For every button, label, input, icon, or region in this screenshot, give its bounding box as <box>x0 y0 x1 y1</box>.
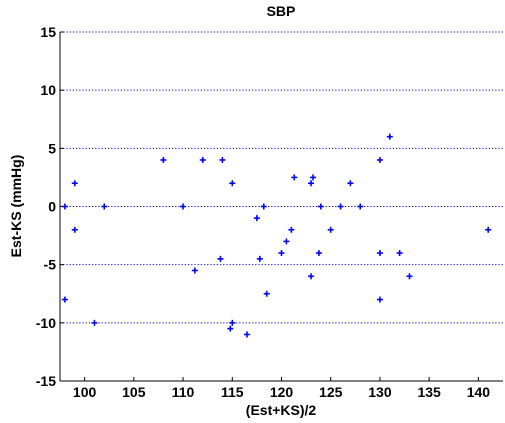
data-point <box>61 203 68 210</box>
x-tick-label: 120 <box>270 384 294 400</box>
x-tick-label: 125 <box>319 384 343 400</box>
data-point <box>291 174 298 181</box>
data-point <box>180 203 187 210</box>
data-point <box>219 156 226 163</box>
data-point <box>406 273 413 280</box>
data-point <box>308 273 315 280</box>
data-point <box>376 156 383 163</box>
data-point <box>396 250 403 257</box>
y-tick-label: 5 <box>48 140 56 156</box>
x-tick-label: 115 <box>221 384 244 400</box>
y-tick-label: -10 <box>36 315 56 331</box>
data-point <box>227 325 234 332</box>
data-point <box>263 290 270 297</box>
data-point <box>191 267 198 274</box>
data-point <box>278 250 285 257</box>
data-point <box>283 238 290 245</box>
data-point <box>217 255 224 262</box>
axes: -15 -10 -5 0 5 10 15 100 105 110 115 120 125 130 135 14… <box>36 24 503 400</box>
data-point <box>485 226 492 233</box>
data-point <box>308 180 315 187</box>
data-point <box>229 180 236 187</box>
data-point <box>310 174 317 181</box>
data-point <box>101 203 108 210</box>
data-point <box>317 203 324 210</box>
data-point <box>256 255 263 262</box>
y-tick-label: 10 <box>40 82 56 98</box>
x-tick-label: 135 <box>417 384 441 400</box>
y-axis-label: Est-KS (mmHg) <box>8 155 24 258</box>
x-tick-label: 105 <box>122 384 146 400</box>
data-point <box>71 180 78 187</box>
data-point <box>386 133 393 140</box>
data-point <box>337 203 344 210</box>
data-point <box>357 203 364 210</box>
y-tick-label: -15 <box>36 373 56 389</box>
x-axis-label: (Est+KS)/2 <box>246 402 317 418</box>
data-point <box>199 156 206 163</box>
chart-title: SBP <box>267 3 296 19</box>
data-point <box>260 203 267 210</box>
y-tick-label: -5 <box>44 257 57 273</box>
x-tick-label: 140 <box>467 384 491 400</box>
x-tick-label: 130 <box>368 384 392 400</box>
data-point <box>288 226 295 233</box>
data-point <box>376 250 383 257</box>
data-point <box>347 180 354 187</box>
y-tick-label: 15 <box>40 24 56 40</box>
data-point <box>91 319 98 326</box>
x-tick-label: 100 <box>73 384 97 400</box>
data-point <box>253 215 260 222</box>
data-point <box>160 156 167 163</box>
data-point <box>315 250 322 257</box>
grid-lines <box>60 31 503 382</box>
data-point <box>376 296 383 303</box>
x-tick-label: 110 <box>172 384 195 400</box>
data-point <box>71 226 78 233</box>
data-point <box>327 226 334 233</box>
data-point <box>229 319 236 326</box>
data-points <box>61 133 492 338</box>
y-tick-label: 0 <box>48 199 56 215</box>
data-point <box>61 296 68 303</box>
data-point <box>244 331 251 338</box>
